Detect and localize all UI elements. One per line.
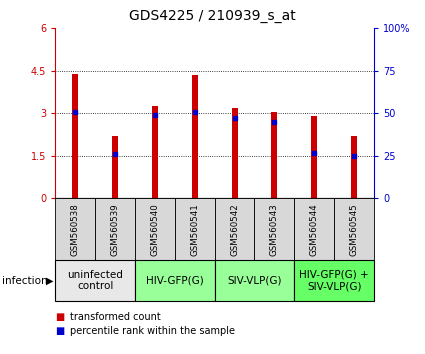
Text: GSM560538: GSM560538 xyxy=(71,203,79,256)
Bar xyxy=(95,198,135,260)
Text: ▶: ▶ xyxy=(45,275,53,286)
Bar xyxy=(294,198,334,260)
Bar xyxy=(232,108,238,198)
Text: HIV-GFP(G) +
SIV-VLP(G): HIV-GFP(G) + SIV-VLP(G) xyxy=(299,270,369,291)
Bar xyxy=(294,260,374,301)
Bar xyxy=(334,198,374,260)
Bar xyxy=(112,136,118,198)
Bar xyxy=(255,198,294,260)
Text: uninfected
control: uninfected control xyxy=(67,270,123,291)
Bar xyxy=(215,260,294,301)
Bar xyxy=(135,260,215,301)
Text: transformed count: transformed count xyxy=(70,312,161,322)
Bar xyxy=(55,198,95,260)
Text: GDS4225 / 210939_s_at: GDS4225 / 210939_s_at xyxy=(129,9,296,23)
Text: GSM560542: GSM560542 xyxy=(230,203,239,256)
Text: HIV-GFP(G): HIV-GFP(G) xyxy=(146,275,204,286)
Bar xyxy=(311,116,317,198)
Text: ■: ■ xyxy=(55,326,65,336)
Text: GSM560541: GSM560541 xyxy=(190,203,199,256)
Text: SIV-VLP(G): SIV-VLP(G) xyxy=(227,275,282,286)
Bar xyxy=(351,136,357,198)
Bar xyxy=(215,198,255,260)
Bar xyxy=(175,198,215,260)
Text: percentile rank within the sample: percentile rank within the sample xyxy=(70,326,235,336)
Bar xyxy=(272,112,278,198)
Text: GSM560545: GSM560545 xyxy=(350,203,359,256)
Bar xyxy=(192,75,198,198)
Bar xyxy=(135,198,175,260)
Text: GSM560544: GSM560544 xyxy=(310,203,319,256)
Text: GSM560540: GSM560540 xyxy=(150,203,159,256)
Text: GSM560539: GSM560539 xyxy=(110,203,119,256)
Text: GSM560543: GSM560543 xyxy=(270,203,279,256)
Bar xyxy=(72,74,78,198)
Text: ■: ■ xyxy=(55,312,65,322)
Text: infection: infection xyxy=(2,275,48,286)
Bar xyxy=(152,106,158,198)
Bar xyxy=(55,260,135,301)
